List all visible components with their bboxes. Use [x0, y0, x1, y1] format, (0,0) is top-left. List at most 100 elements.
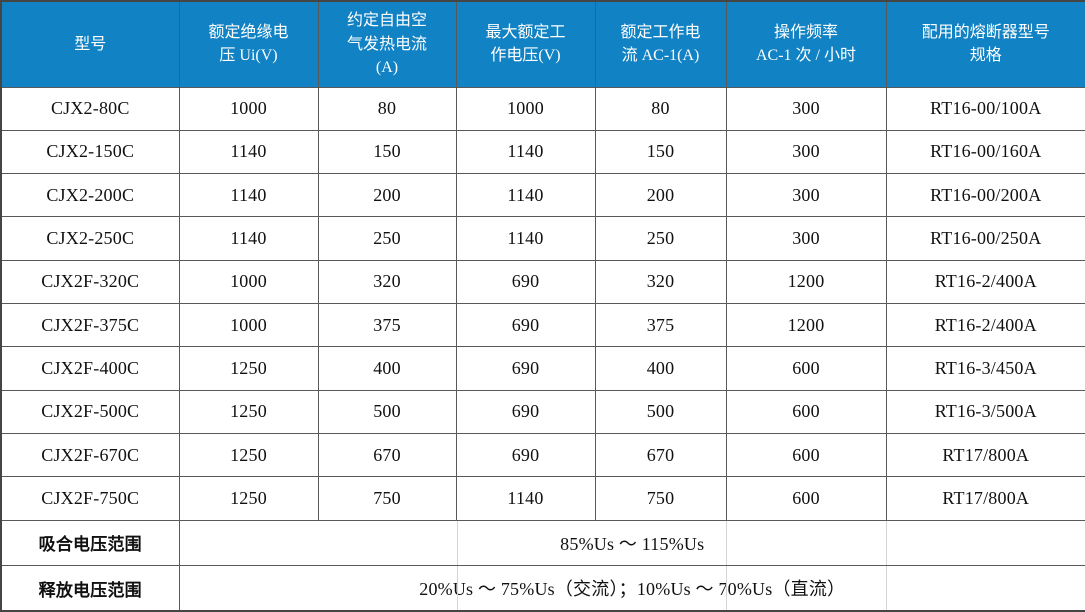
value-cell: RT16-00/200A	[885, 173, 1085, 218]
value-cell: 1000	[178, 86, 319, 131]
table-row: CJX2F-375C 1000 375 690 375 1200 RT16-2/400A	[0, 303, 1085, 348]
value-cell: 1140	[178, 216, 319, 261]
value-cell: 250	[317, 216, 457, 261]
value-cell: 300	[725, 216, 887, 261]
residual-grid-line	[885, 566, 887, 610]
value-cell: 670	[594, 433, 727, 478]
value-cell: 1000	[455, 86, 596, 131]
table-footer: 吸合电压范围 85%Us ～ 115%Us 释放电压范围 20%Us ～ 75%…	[0, 519, 1085, 612]
table-row: CJX2F-750C 1250 750 1140 750 600 RT17/800A	[0, 476, 1085, 521]
column-header-5: 额定工作电 流 AC-1(A)	[594, 0, 727, 88]
column-header-3: 约定自由空 气发热电流 (A)	[317, 0, 457, 88]
value-cell: 600	[725, 433, 887, 478]
column-header-1: 型号	[0, 0, 180, 88]
residual-grid-line	[885, 521, 887, 565]
table-row: CJX2F-500C 1250 500 690 500 600 RT16-3/500A	[0, 389, 1085, 435]
value-cell: 1140	[455, 216, 596, 261]
table-row: CJX2-200C 1140 200 1140 200 300 RT16-00/200A	[0, 173, 1085, 218]
release-voltage-row: 释放电压范围 20%Us ～ 75%Us（交流）；10%Us ～ 70%Us（直…	[0, 565, 1085, 612]
value-cell: 690	[455, 389, 596, 435]
value-cell: 690	[455, 259, 596, 305]
value-cell: 670	[317, 433, 457, 478]
column-header-6: 操作频率 AC-1 次 / 小时	[725, 0, 887, 88]
value-cell: 690	[455, 346, 596, 391]
value-cell: 500	[594, 389, 727, 435]
table-row: CJX2-80C 1000 80 1000 80 300 RT16-00/100A	[0, 86, 1085, 131]
model-cell: CJX2-200C	[0, 173, 180, 218]
value-cell: 320	[317, 259, 457, 305]
value-cell: RT16-00/160A	[885, 129, 1085, 175]
value-cell: 750	[594, 476, 727, 521]
pickup-voltage-row: 吸合电压范围 85%Us ～ 115%Us	[0, 519, 1085, 567]
value-cell: RT16-00/100A	[885, 86, 1085, 131]
value-cell: 750	[317, 476, 457, 521]
value-cell: 1140	[178, 129, 319, 175]
table-row: CJX2F-400C 1250 400 690 400 600 RT16-3/450A	[0, 346, 1085, 391]
value-cell: RT16-3/500A	[885, 389, 1085, 435]
value-cell: 1250	[178, 389, 319, 435]
pickup-voltage-label: 吸合电压范围	[0, 519, 180, 567]
value-cell: RT16-00/250A	[885, 216, 1085, 261]
value-cell: 1250	[178, 433, 319, 478]
value-cell: RT16-3/450A	[885, 346, 1085, 391]
value-cell: 600	[725, 389, 887, 435]
value-cell: 1140	[178, 173, 319, 218]
model-cell: CJX2-250C	[0, 216, 180, 261]
column-header-2: 额定绝缘电 压 Ui(V)	[178, 0, 319, 88]
column-header-7: 配用的熔断器型号 规格	[885, 0, 1085, 88]
value-cell: 320	[594, 259, 727, 305]
value-cell: 150	[594, 129, 727, 175]
value-cell: RT17/800A	[885, 476, 1085, 521]
value-cell: 1200	[725, 303, 887, 348]
value-cell: 400	[594, 346, 727, 391]
value-cell: 690	[455, 433, 596, 478]
value-cell: 375	[317, 303, 457, 348]
table-header: 型号 额定绝缘电 压 Ui(V) 约定自由空 气发热电流 (A) 最大额定工 作电压(…	[0, 0, 1085, 88]
value-cell: RT16-2/400A	[885, 303, 1085, 348]
residual-grid-line	[725, 521, 727, 565]
value-cell: 1250	[178, 476, 319, 521]
value-cell: 600	[725, 476, 887, 521]
value-cell: 80	[594, 86, 727, 131]
table-row: CJX2F-670C 1250 670 690 670 600 RT17/800A	[0, 433, 1085, 478]
residual-grid-line	[456, 521, 458, 565]
value-cell: 1140	[455, 476, 596, 521]
model-cell: CJX2F-375C	[0, 303, 180, 348]
value-cell: 1140	[455, 129, 596, 175]
value-cell: 690	[455, 303, 596, 348]
release-voltage-value-cell: 20%Us ～ 75%Us（交流）；10%Us ～ 70%Us（直流）	[178, 565, 1085, 612]
value-cell: 300	[725, 173, 887, 218]
value-cell: 300	[725, 129, 887, 175]
model-cell: CJX2-150C	[0, 129, 180, 175]
value-cell: 375	[594, 303, 727, 348]
value-cell: 200	[594, 173, 727, 218]
table-row: CJX2-250C 1140 250 1140 250 300 RT16-00/250A	[0, 216, 1085, 261]
header-row: 型号 额定绝缘电 压 Ui(V) 约定自由空 气发热电流 (A) 最大额定工 作电压(…	[0, 0, 1085, 88]
model-cell: CJX2-80C	[0, 86, 180, 131]
pickup-voltage-value: 85%Us ～ 115%Us	[560, 533, 705, 554]
value-cell: 250	[594, 216, 727, 261]
value-cell: RT16-2/400A	[885, 259, 1085, 305]
release-voltage-value: 20%Us ～ 75%Us（交流）；10%Us ～ 70%Us（直流）	[419, 579, 846, 600]
table-row: CJX2F-320C 1000 320 690 320 1200 RT16-2/400A	[0, 259, 1085, 305]
model-cell: CJX2F-670C	[0, 433, 180, 478]
value-cell: 1250	[178, 346, 319, 391]
value-cell: 80	[317, 86, 457, 131]
value-cell: 150	[317, 129, 457, 175]
model-cell: CJX2F-750C	[0, 476, 180, 521]
release-voltage-label: 释放电压范围	[0, 565, 180, 612]
value-cell: 1000	[178, 303, 319, 348]
model-cell: CJX2F-320C	[0, 259, 180, 305]
value-cell: 400	[317, 346, 457, 391]
value-cell: 500	[317, 389, 457, 435]
value-cell: 200	[317, 173, 457, 218]
value-cell: RT17/800A	[885, 433, 1085, 478]
model-cell: CJX2F-400C	[0, 346, 180, 391]
value-cell: 1000	[178, 259, 319, 305]
pickup-voltage-value-cell: 85%Us ～ 115%Us	[178, 519, 1085, 567]
value-cell: 300	[725, 86, 887, 131]
column-header-4: 最大额定工 作电压(V)	[455, 0, 596, 88]
table-body: CJX2-80C 1000 80 1000 80 300 RT16-00/100A CJX2-…	[0, 86, 1085, 521]
model-cell: CJX2F-500C	[0, 389, 180, 435]
